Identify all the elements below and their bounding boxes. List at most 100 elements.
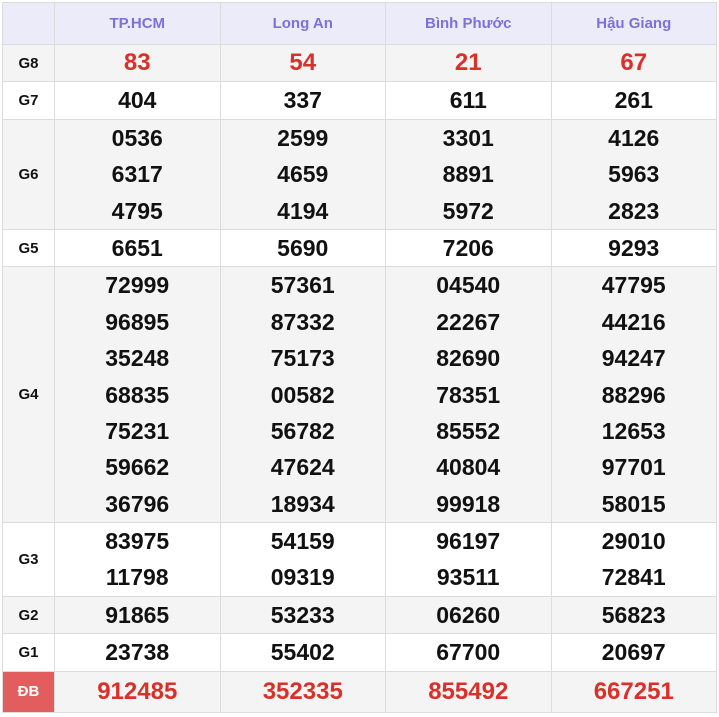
province-header: TP.HCM — [54, 2, 221, 45]
prize-number: 4659 — [277, 161, 329, 188]
prize-number: 667251 — [593, 677, 674, 705]
prize-number: 67 — [620, 49, 648, 76]
prize-number: 21 — [454, 49, 482, 76]
prize-cell: 55402 — [219, 633, 386, 672]
prize-cell: 21 — [385, 43, 552, 83]
prize-number: 261 — [614, 87, 653, 114]
prize-cell: 6651 — [54, 228, 221, 268]
prize-cell: 57361 87332 75173 00582 56782 47624 18934 — [219, 266, 386, 524]
prize-number: 23738 — [105, 639, 170, 666]
prize-number: 97701 — [601, 454, 666, 481]
prize-cell: 54 — [219, 43, 386, 83]
prize-number: 55402 — [270, 639, 335, 666]
prize-cell: 855492 — [385, 670, 552, 713]
prize-number: 91865 — [105, 601, 170, 628]
prize-cell: 261 — [550, 81, 717, 120]
prize-cell: 9293 — [550, 228, 717, 268]
prize-number: 352335 — [262, 677, 343, 705]
prize-row-G1: G1 23738 55402 67700 20697 — [2, 633, 717, 672]
prize-cell: 667251 — [550, 670, 717, 713]
prize-row-ĐB: ĐB 912485 352335 855492 667251 — [2, 670, 717, 713]
corner-cell — [2, 2, 55, 45]
prize-cell: 83975 11798 — [54, 522, 221, 597]
prize-cell: 611 — [385, 81, 552, 120]
prize-label: G2 — [2, 595, 55, 635]
prize-number: 00582 — [270, 381, 335, 408]
prize-number: 12653 — [601, 417, 666, 444]
prize-label: G6 — [2, 118, 55, 230]
prize-cell: 3301 8891 5972 — [385, 118, 552, 230]
prize-number: 47795 — [601, 272, 666, 299]
prize-cell: 53233 — [219, 595, 386, 635]
prize-row-G7: G7 404 337 611 261 — [2, 81, 717, 120]
prize-number: 611 — [449, 87, 487, 114]
prize-row-G3: G3 83975 11798 54159 09319 96197 93511 29010 728… — [2, 522, 717, 597]
province-header: Bình Phước — [385, 2, 552, 45]
prize-number: 68835 — [105, 381, 170, 408]
prize-number: 78351 — [436, 381, 501, 408]
prize-number: 99918 — [436, 490, 501, 517]
prize-label: ĐB — [2, 670, 55, 713]
province-header: Long An — [219, 2, 386, 45]
prize-number: 4126 — [608, 124, 660, 151]
prize-number: 2599 — [277, 124, 329, 151]
prize-cell: 337 — [219, 81, 386, 120]
prize-label: G8 — [2, 43, 55, 83]
prize-number: 5963 — [608, 161, 660, 188]
prize-cell: 20697 — [550, 633, 717, 672]
prize-cell: 0536 6317 4795 — [54, 118, 221, 230]
prize-number: 56823 — [601, 601, 666, 628]
prize-row-G8: G8 83 54 21 67 — [2, 43, 717, 83]
prize-label: G4 — [2, 266, 55, 524]
prize-cell: 54159 09319 — [219, 522, 386, 597]
prize-number: 47624 — [270, 454, 335, 481]
prize-cell: 23738 — [54, 633, 221, 672]
prize-number: 93511 — [436, 564, 500, 591]
prize-cell: 4126 5963 2823 — [550, 118, 717, 230]
prize-cell: 06260 — [385, 595, 552, 635]
prize-number: 87332 — [270, 308, 335, 335]
prize-number: 96197 — [436, 528, 501, 555]
prize-label: G7 — [2, 81, 55, 120]
prize-cell: 56823 — [550, 595, 717, 635]
prize-number: 11798 — [105, 564, 169, 591]
prize-number: 54159 — [270, 528, 335, 555]
prize-cell: 67700 — [385, 633, 552, 672]
prize-label: G1 — [2, 633, 55, 672]
prize-label: G5 — [2, 228, 55, 268]
prize-number: 29010 — [601, 528, 666, 555]
prize-cell: 91865 — [54, 595, 221, 635]
prize-number: 72999 — [105, 272, 170, 299]
prize-row-G4: G4 72999 96895 35248 68835 75231 59662 36796 573… — [2, 266, 717, 524]
prize-number: 4795 — [111, 197, 163, 224]
prize-number: 404 — [118, 87, 157, 114]
prize-number: 53233 — [270, 601, 335, 628]
prize-number: 35248 — [105, 345, 170, 372]
prize-row-G2: G2 91865 53233 06260 56823 — [2, 595, 717, 635]
prize-cell: 404 — [54, 81, 221, 120]
prize-number: 0536 — [111, 124, 163, 151]
prize-number: 8891 — [442, 161, 494, 188]
prize-number: 6317 — [111, 161, 163, 188]
prize-number: 22267 — [436, 308, 501, 335]
prize-number: 4194 — [277, 197, 329, 224]
prize-cell: 7206 — [385, 228, 552, 268]
prize-number: 5972 — [442, 197, 494, 224]
prize-cell: 72999 96895 35248 68835 75231 59662 36796 — [54, 266, 221, 524]
prize-number: 75231 — [105, 417, 170, 444]
prize-number: 83975 — [105, 528, 170, 555]
prize-number: 85552 — [436, 417, 501, 444]
prize-cell: 47795 44216 94247 88296 12653 97701 58015 — [550, 266, 717, 524]
prize-cell: 5690 — [219, 228, 386, 268]
prize-number: 5690 — [277, 234, 329, 261]
prize-number: 96895 — [105, 308, 170, 335]
prize-cell: 96197 93511 — [385, 522, 552, 597]
prize-number: 58015 — [601, 490, 666, 517]
prize-number: 56782 — [270, 417, 335, 444]
prize-cell: 29010 72841 — [550, 522, 717, 597]
prize-number: 855492 — [428, 677, 509, 705]
prize-number: 06260 — [436, 601, 501, 628]
prize-number: 36796 — [105, 490, 170, 517]
prize-number: 72841 — [601, 564, 666, 591]
